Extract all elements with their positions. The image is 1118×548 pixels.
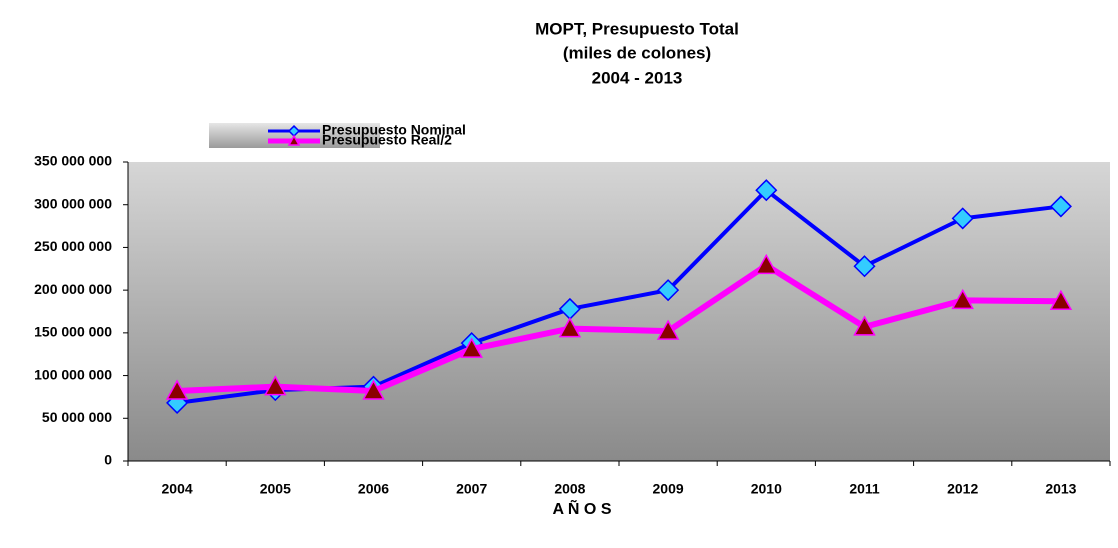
y-tick-label: 150 000 000 [34,324,112,340]
x-tick-label: 2007 [456,481,487,497]
x-tick-label: 2004 [162,481,193,497]
diamond-marker [657,279,680,302]
x-tick-label: 2012 [947,481,978,497]
triangle-marker [951,288,974,310]
chart-title: 2004 - 2013 [592,68,683,87]
chart-title: (miles de colones) [563,43,711,62]
legend-label: Presupuesto Real/2 [322,132,452,148]
diamond-marker [755,179,778,202]
diamond-marker [951,207,974,230]
chart-title: MOPT, Presupuesto Total [535,19,739,38]
y-tick-label: 0 [104,452,112,468]
triangle-marker [362,379,385,400]
x-tick-label: 2011 [849,481,880,497]
plot-area [128,162,1110,461]
diamond-marker [1049,195,1072,218]
triangle-marker [853,315,876,336]
y-tick-label: 100 000 000 [34,366,112,382]
x-tick-label: 2009 [653,481,684,497]
y-tick-label: 50 000 000 [42,409,112,425]
y-tick-label: 350 000 000 [34,153,112,169]
y-tick-label: 200 000 000 [34,281,112,297]
y-tick-label: 300 000 000 [34,195,112,211]
x-tick-label: 2005 [260,481,291,497]
triangle-marker [287,134,301,146]
triangle-marker [1049,289,1073,310]
triangle-marker [656,319,680,340]
triangle-marker [460,337,483,358]
diamond-marker [853,255,876,278]
triangle-marker [755,253,778,275]
triangle-marker [558,317,582,338]
triangle-marker [165,379,189,400]
x-tick-label: 2010 [751,481,782,497]
series-line [176,262,1061,394]
x-tick-label: 2008 [554,481,585,497]
triangle-marker [264,375,287,396]
y-tick-label: 250 000 000 [34,238,112,254]
x-tick-label: 2006 [358,481,389,497]
x-axis-label: A Ñ O S [553,498,612,518]
x-tick-label: 2013 [1045,481,1076,497]
legend-label: Presupuesto Nominal [322,122,466,138]
